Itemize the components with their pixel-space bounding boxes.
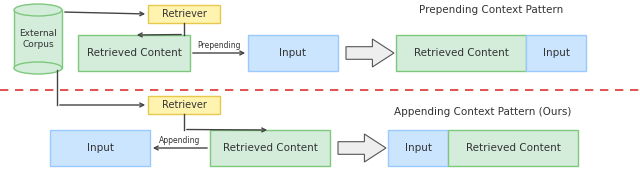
Text: Retrieved Content: Retrieved Content bbox=[86, 48, 181, 58]
Text: Appending: Appending bbox=[159, 136, 201, 145]
Text: Input: Input bbox=[86, 143, 113, 153]
Bar bbox=[448, 130, 578, 166]
Text: Appending Context Pattern (Ours): Appending Context Pattern (Ours) bbox=[394, 107, 572, 117]
Text: Retrieved Content: Retrieved Content bbox=[223, 143, 317, 153]
Polygon shape bbox=[338, 134, 386, 162]
Text: External
Corpus: External Corpus bbox=[19, 29, 57, 49]
Text: Input: Input bbox=[543, 48, 570, 58]
Text: Prepending Context Pattern: Prepending Context Pattern bbox=[419, 5, 563, 15]
Bar bbox=[148, 5, 220, 23]
Bar bbox=[148, 96, 220, 114]
Bar bbox=[78, 35, 190, 71]
Text: Input: Input bbox=[280, 48, 307, 58]
Text: Retriever: Retriever bbox=[161, 9, 207, 19]
Text: Retriever: Retriever bbox=[161, 100, 207, 110]
Bar bbox=[14, 10, 62, 68]
Bar bbox=[396, 35, 526, 71]
Text: Retrieved Content: Retrieved Content bbox=[465, 143, 561, 153]
Bar bbox=[210, 130, 330, 166]
Bar bbox=[50, 130, 150, 166]
Bar bbox=[526, 35, 586, 71]
Ellipse shape bbox=[14, 62, 62, 74]
Text: Retrieved Content: Retrieved Content bbox=[413, 48, 508, 58]
Bar bbox=[388, 130, 448, 166]
Ellipse shape bbox=[14, 4, 62, 16]
Text: Prepending: Prepending bbox=[197, 41, 241, 50]
Polygon shape bbox=[346, 39, 394, 67]
Text: Input: Input bbox=[404, 143, 431, 153]
Bar bbox=[248, 35, 338, 71]
